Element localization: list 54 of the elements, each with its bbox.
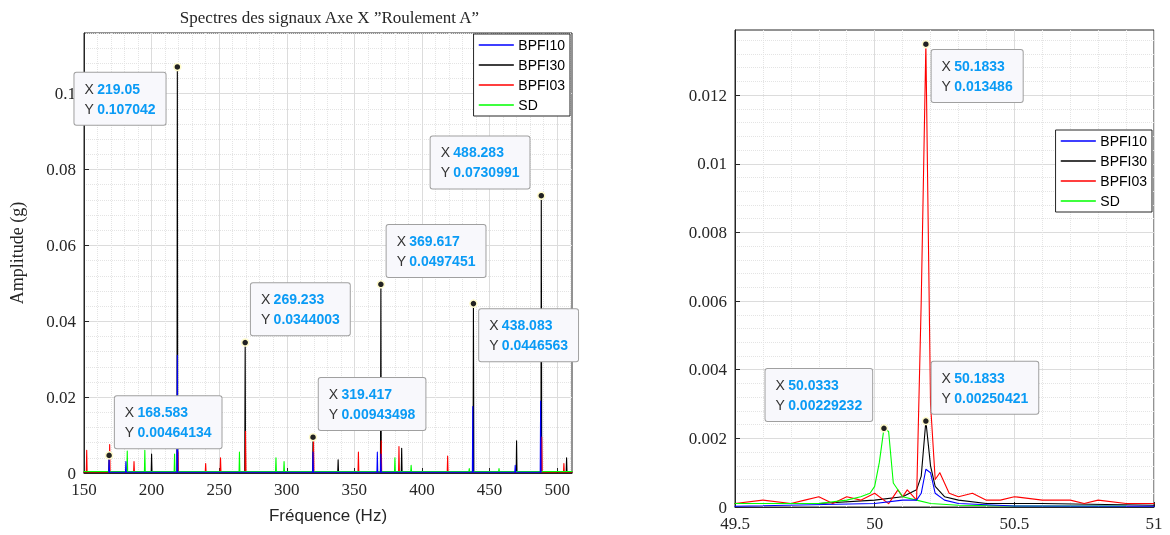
x-tick-label: 51: [1145, 514, 1163, 533]
x-tick-label: 350: [341, 480, 368, 499]
legend-label: BPFI03: [518, 77, 566, 93]
x-tick-label: 500: [544, 480, 570, 499]
annotation: X 369.617 Y 0.0497451: [396, 233, 476, 270]
legend-label: BPFI30: [1100, 153, 1148, 169]
legend-label: BPFI03: [1100, 173, 1148, 189]
annotation: X 50.1833 Y 0.013486: [941, 57, 1013, 94]
annotation: X 488.283 Y 0.0730991: [440, 144, 520, 181]
annotation: X 50.1833 Y 0.00250421: [941, 369, 1029, 406]
y-tick-label: 0.1: [54, 84, 76, 104]
y-tick-label: 0.002: [688, 428, 727, 448]
legend-label: SD: [518, 97, 538, 113]
x-tick-label: 49.5: [720, 514, 750, 533]
point: [240, 338, 250, 347]
x-tick-label: 400: [409, 480, 435, 499]
x-tick-label: 200: [138, 480, 165, 499]
x-tick-label: 300: [274, 480, 300, 499]
y-tick-label: 0: [67, 463, 76, 483]
y-tick-label: 0.02: [46, 387, 76, 407]
y-tick-label: 0.04: [46, 311, 77, 331]
x-axis-title: Fréquence (Hz): [268, 506, 388, 525]
legend-label: BPFI30: [518, 57, 566, 73]
point: [308, 432, 318, 442]
annotation: X 219.05 Y 0.107042: [84, 80, 156, 117]
y-tick-label: 0: [718, 497, 727, 517]
x-tick-label: 450: [476, 480, 503, 499]
y-tick-label: 0.01: [697, 154, 727, 174]
x-tick-label: 50.5: [999, 514, 1030, 533]
point: [469, 299, 478, 308]
legend-label: BPFI10: [1100, 133, 1148, 149]
point: [921, 416, 931, 426]
y-axis-title: Amplitude (g): [7, 201, 28, 305]
y-tick-label: 0.06: [46, 235, 76, 255]
annotation: X 168.583 Y 0.00464134: [124, 404, 212, 441]
x-tick-label: 150: [71, 480, 97, 499]
legend-label: BPFI10: [518, 37, 566, 53]
chart-title: Spectres des signaux Axe X ”Roulement A”: [179, 8, 480, 27]
annotation: X 438.083 Y 0.0446563: [489, 317, 569, 354]
point: [376, 280, 386, 289]
point: [173, 62, 182, 72]
y-tick-label: 0.08: [46, 160, 76, 180]
point: [104, 451, 114, 460]
x-tick-label: 50: [866, 514, 884, 533]
point: [537, 191, 546, 200]
y-tick-label: 0.004: [688, 360, 728, 380]
annotation: X 269.233 Y 0.0344003: [260, 291, 340, 328]
legend-label: SD: [1100, 193, 1120, 209]
y-tick-label: 0.006: [688, 291, 727, 311]
annotation: X 50.0333 Y 0.00229232: [775, 377, 863, 414]
x-tick-label: 250: [206, 480, 232, 499]
y-tick-label: 0.008: [688, 222, 727, 242]
y-tick-label: 0.012: [688, 85, 727, 105]
annotation: X 319.417 Y 0.00943498: [328, 385, 416, 422]
